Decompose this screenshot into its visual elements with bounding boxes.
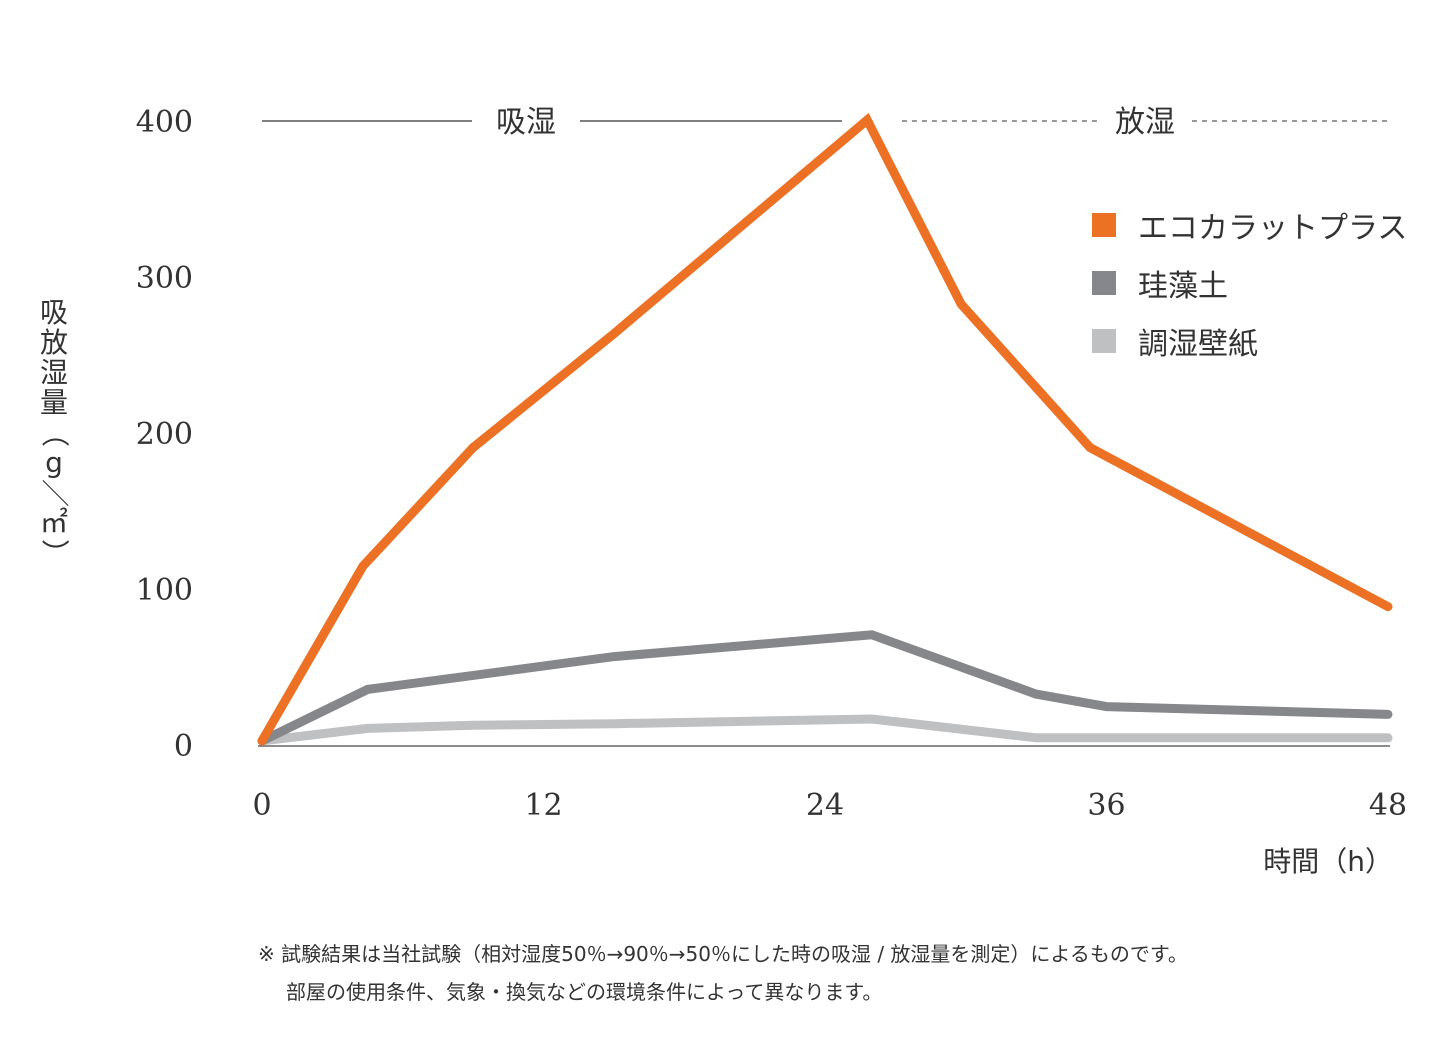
x-tick-label: 48 <box>1369 788 1407 823</box>
y-axis-label-char: （ <box>37 418 71 448</box>
x-axis-label: 時間（h） <box>1263 845 1393 878</box>
legend-label: 調湿壁紙 <box>1138 327 1258 362</box>
x-tick-label: 36 <box>1087 788 1125 823</box>
legend-item: 調湿壁紙 <box>1092 312 1407 370</box>
y-axis-label-char: 吸 <box>39 296 68 329</box>
legend-item: 珪藻土 <box>1092 254 1407 312</box>
legend-label: エコカラットプラス <box>1138 211 1408 246</box>
legend-swatch <box>1092 213 1116 237</box>
axis-layer: 0 100 200 300 400 0 12 24 36 48 <box>136 105 1407 823</box>
y-axis-label-char: ㎡ <box>39 506 68 539</box>
y-axis-label-char: 量 <box>39 386 68 419</box>
x-tick-label: 24 <box>806 788 844 823</box>
y-tick-label: 200 <box>136 417 193 452</box>
footnote-line-2: 部屋の使用条件、気象・換気などの環境条件によって異なります。 <box>286 980 883 1004</box>
legend-label: 珪藻土 <box>1138 269 1228 304</box>
phase-absorb-label: 吸湿 <box>496 105 556 140</box>
legend-swatch <box>1092 329 1116 353</box>
series-line-2 <box>257 714 1393 746</box>
legend-swatch <box>1092 271 1116 295</box>
series-layer <box>257 112 1393 746</box>
series-line-1 <box>257 630 1393 746</box>
y-tick-label: 400 <box>136 105 193 140</box>
y-tick-label: 0 <box>174 729 193 764</box>
y-tick-label: 100 <box>136 573 193 608</box>
y-tick-label: 300 <box>136 261 193 296</box>
legend: エコカラットプラス 珪藻土調湿壁紙 <box>1092 196 1407 370</box>
legend-item: エコカラットプラス <box>1092 196 1407 254</box>
y-axis-label: 吸放湿量（g ／㎡） <box>32 298 76 578</box>
x-tick-label: 12 <box>524 788 562 823</box>
y-axis-label-char: 放 <box>39 326 68 359</box>
y-axis-label-char: ） <box>37 538 71 568</box>
footnote-line-1: ※ 試験結果は当社試験（相対湿度50％→90％→50％にした時の吸湿 / 放湿量… <box>258 942 1188 966</box>
series-line-0 <box>257 112 1393 746</box>
x-tick-label: 0 <box>252 788 271 823</box>
y-axis-label-char: 湿 <box>39 356 68 389</box>
phase-layer: 吸湿 放湿 <box>262 105 1392 140</box>
y-axis-label-char: g <box>45 446 63 479</box>
phase-release-label: 放湿 <box>1115 105 1175 140</box>
y-axis-label-char: ／ <box>37 478 71 508</box>
